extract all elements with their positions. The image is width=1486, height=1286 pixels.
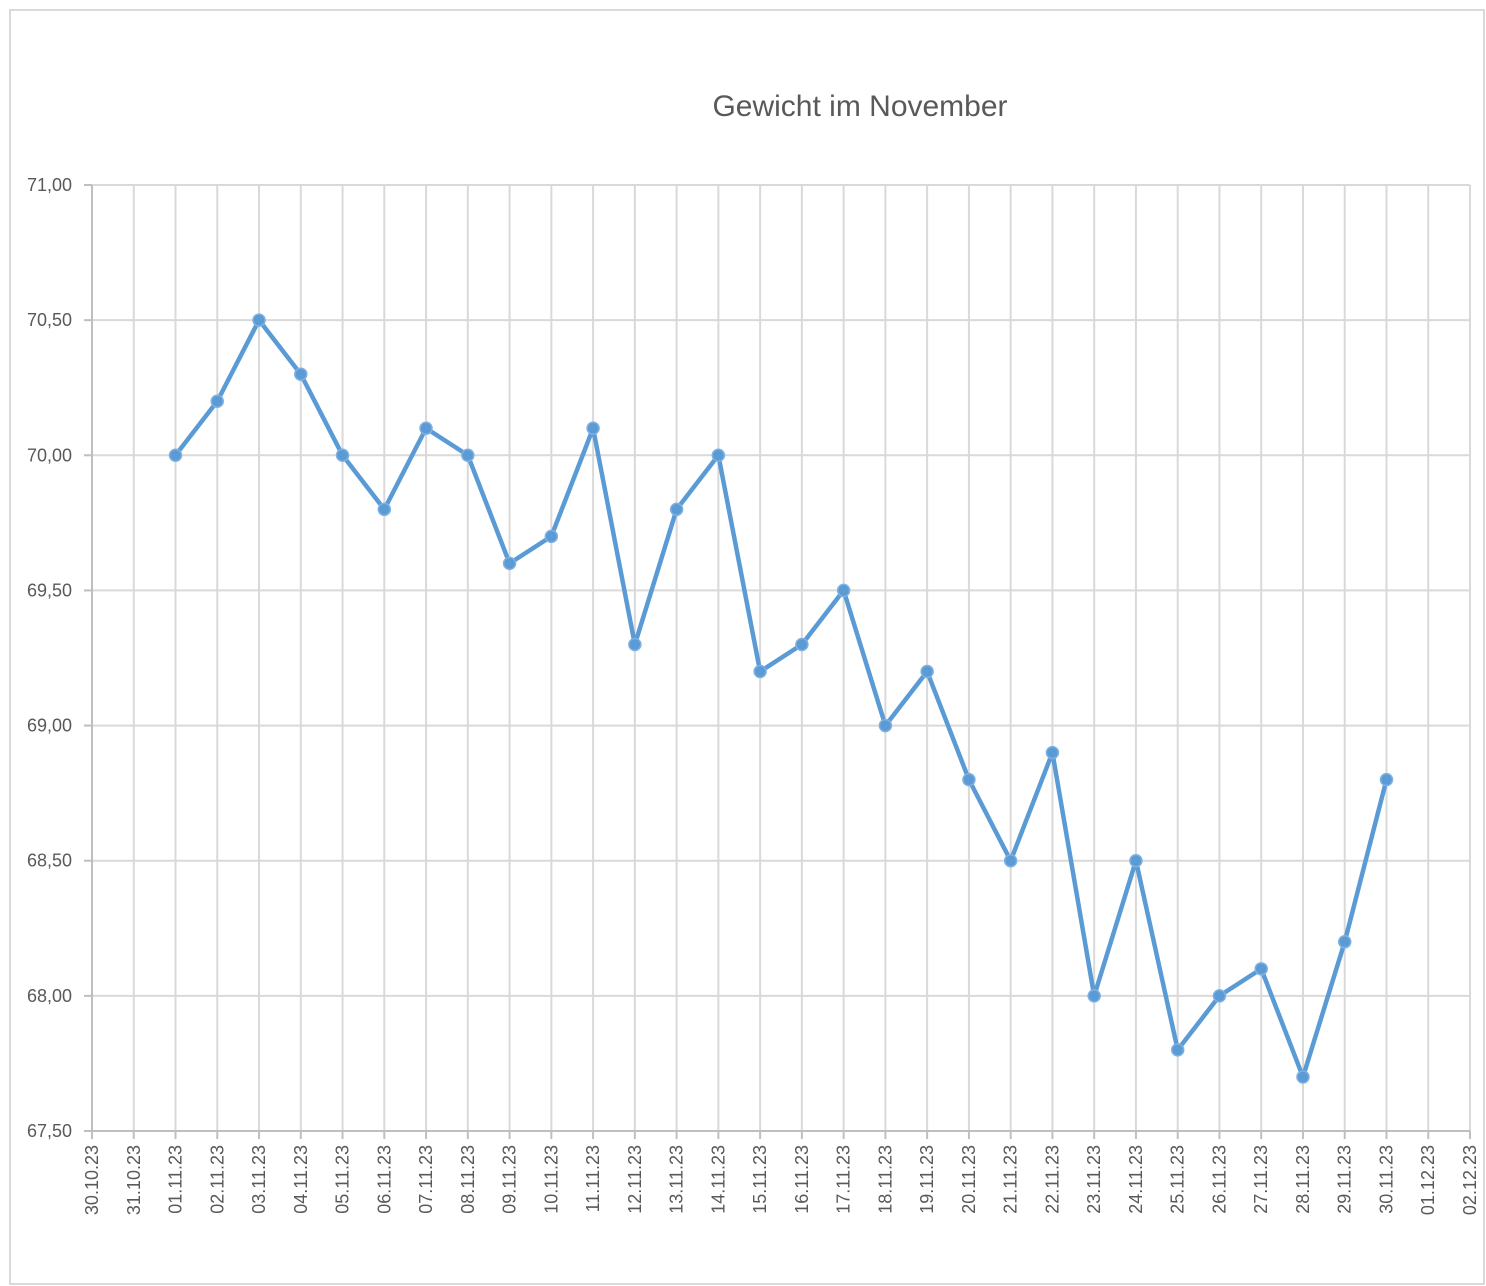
x-tick-label: 30.11.23 [1376, 1145, 1396, 1214]
x-tick-label: 16.11.23 [792, 1145, 812, 1214]
x-tick-label: 30.10.23 [82, 1145, 102, 1215]
data-point [1003, 853, 1018, 868]
data-point [878, 718, 893, 733]
x-tick-label: 03.11.23 [249, 1145, 269, 1214]
data-point [711, 448, 726, 463]
data-point [252, 313, 266, 327]
data-point [628, 637, 642, 652]
x-tick-label: 29.11.23 [1335, 1145, 1355, 1214]
data-point [335, 448, 350, 463]
data-point [962, 772, 976, 787]
x-tick-label: 20.11.23 [959, 1145, 979, 1214]
data-point [210, 394, 225, 408]
chart-border [9, 9, 1485, 1285]
x-tick-label: 08.11.23 [458, 1145, 478, 1214]
data-point [1379, 772, 1394, 787]
y-tick-label: 70,00 [27, 445, 72, 465]
data-point [461, 448, 475, 463]
data-point [168, 448, 183, 463]
data-point [1254, 962, 1268, 976]
x-tick-label: 11.11.23 [583, 1145, 603, 1212]
data-point [1045, 745, 1060, 760]
x-tick-label: 21.11.23 [1001, 1145, 1021, 1214]
data-line [173, 317, 1389, 1080]
data-point [1170, 1043, 1185, 1057]
x-tick-label: 12.11.23 [625, 1145, 645, 1214]
data-point [1087, 989, 1101, 1003]
data-point [544, 529, 559, 544]
y-tick-label: 68,50 [27, 851, 72, 871]
data-point [294, 367, 308, 381]
data-point [1337, 935, 1352, 949]
x-tick-label: 06.11.23 [374, 1145, 394, 1214]
data-point [586, 421, 600, 436]
x-tick-label: 15.11.23 [750, 1145, 770, 1214]
y-tick-label: 71,00 [27, 175, 72, 195]
data-point [753, 664, 767, 679]
x-tick-label: 24.11.23 [1126, 1145, 1146, 1214]
x-tick-label: 28.11.23 [1293, 1145, 1313, 1214]
x-tick-label: 02.11.23 [207, 1145, 227, 1214]
y-tick-label: 70,50 [27, 310, 72, 330]
x-tick-label: 09.11.23 [500, 1145, 520, 1214]
x-tick-label: 22.11.23 [1042, 1145, 1062, 1214]
x-tick-label: 04.11.23 [291, 1145, 311, 1214]
x-tick-label: 01.11.23 [166, 1145, 186, 1214]
data-point [795, 637, 809, 652]
y-tick-label: 67,50 [27, 1121, 72, 1141]
chart-title: Gewicht im November [712, 90, 1007, 123]
data-point [502, 556, 517, 571]
data-point [1296, 1070, 1310, 1084]
data-point [419, 421, 433, 436]
x-tick-label: 10.11.23 [541, 1145, 561, 1214]
x-tick-label: 26.11.23 [1209, 1145, 1229, 1214]
x-tick-label: 01.12.23 [1418, 1145, 1438, 1215]
x-tick-label: 18.11.23 [875, 1145, 895, 1214]
data-point [377, 502, 392, 517]
x-tick-label: 14.11.23 [708, 1145, 728, 1214]
data-point [1212, 989, 1227, 1003]
y-tick-label: 69,50 [27, 580, 72, 600]
data-point [669, 502, 684, 517]
x-tick-label: 07.11.23 [416, 1145, 436, 1214]
y-tick-label: 68,00 [27, 986, 72, 1006]
x-tick-label: 19.11.23 [917, 1145, 937, 1214]
x-tick-label: 05.11.23 [333, 1145, 353, 1214]
data-point [836, 583, 851, 598]
x-tick-label: 02.12.23 [1460, 1145, 1480, 1215]
x-tick-label: 25.11.23 [1168, 1145, 1188, 1214]
y-tick-label: 69,00 [27, 716, 72, 736]
x-tick-label: 27.11.23 [1251, 1145, 1271, 1214]
data-point [1129, 853, 1143, 868]
x-tick-label: 13.11.23 [667, 1145, 687, 1214]
x-tick-label: 17.11.23 [834, 1145, 854, 1214]
data-point [920, 664, 934, 679]
x-tick-label: 31.10.23 [124, 1145, 144, 1215]
x-tick-label: 23.11.23 [1084, 1145, 1104, 1214]
